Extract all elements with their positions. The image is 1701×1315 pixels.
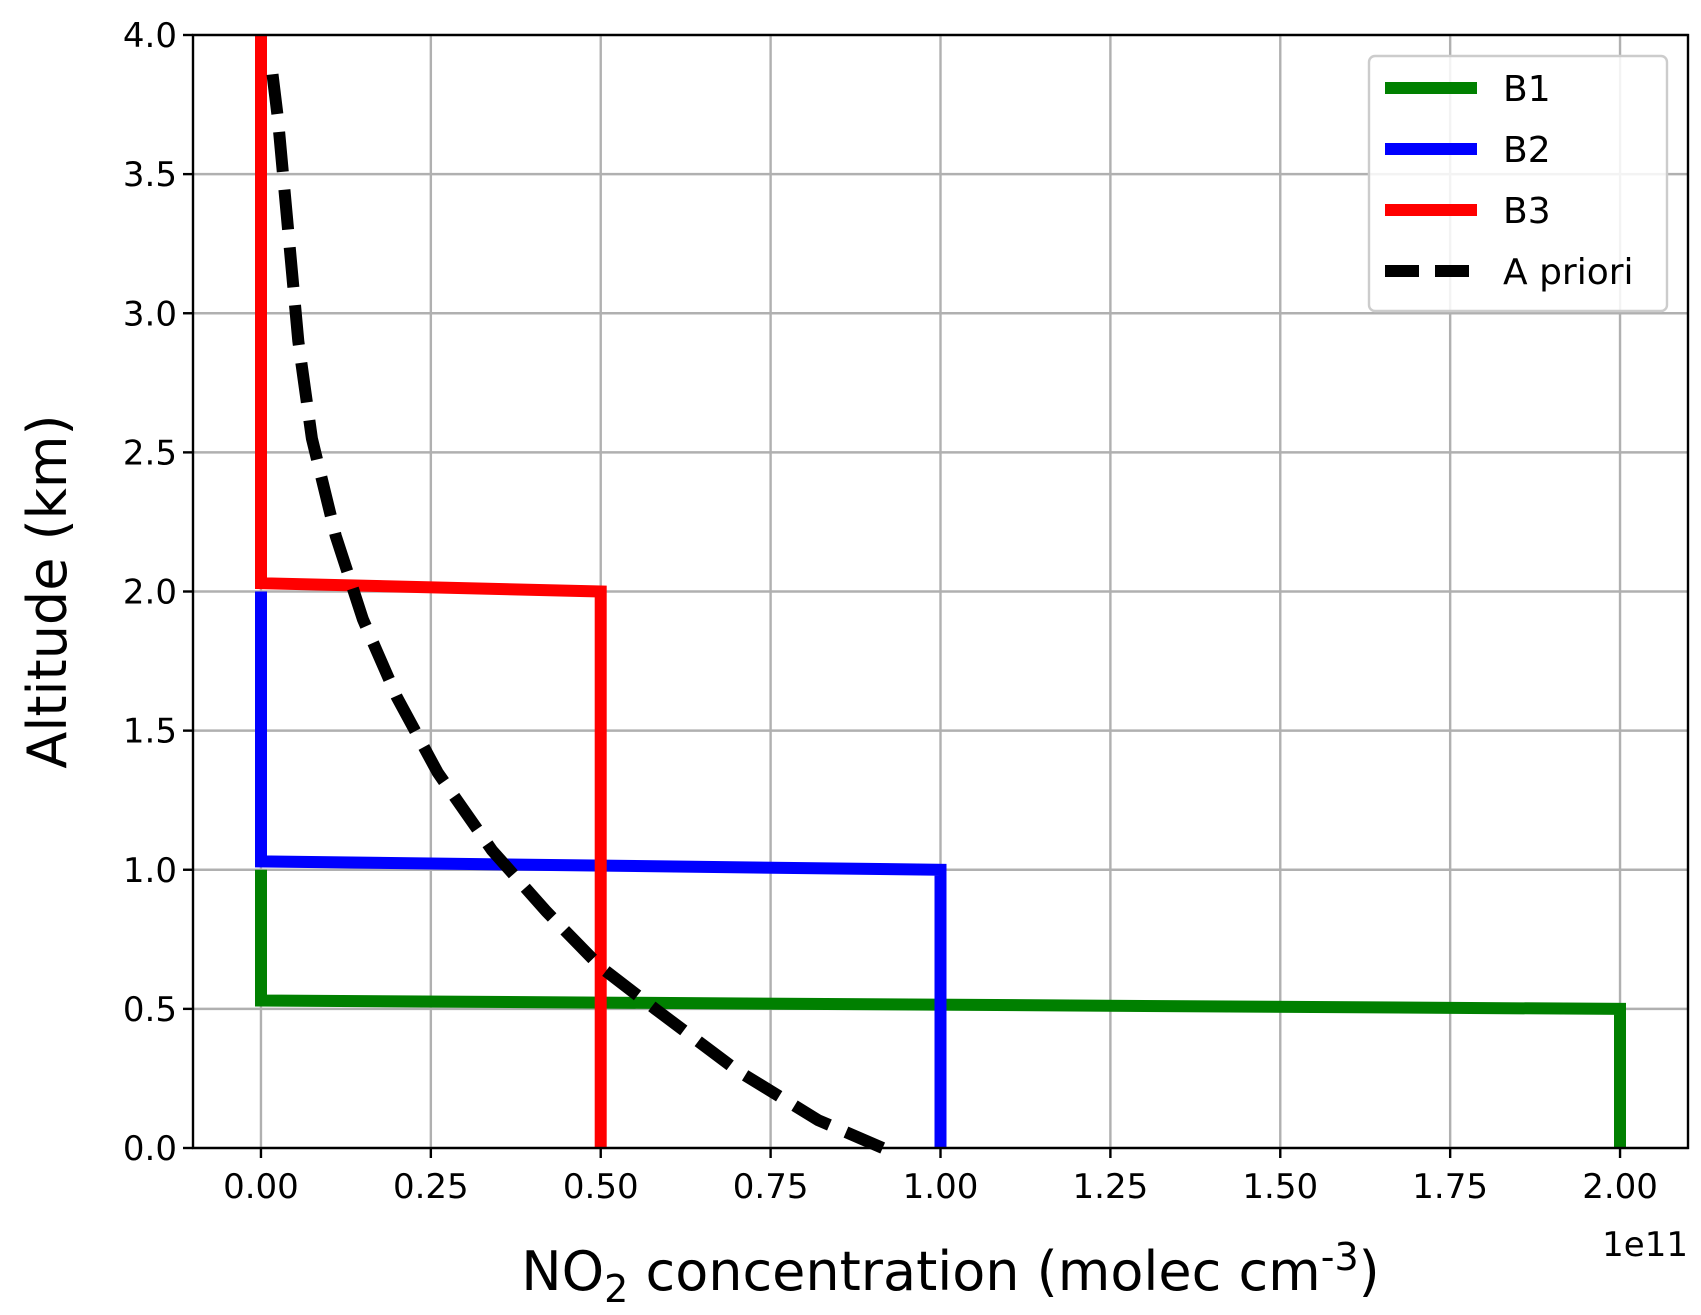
- ticks: 0.00 0.25 0.50 0.75 1.00 1.25 1.50 1.75 2.00 0.0 0…: [123, 16, 1658, 1207]
- x-tick-label: 0.00: [223, 1167, 299, 1207]
- series-line-a-priori: [265, 62, 886, 1154]
- x-offset-label: 1e11: [1602, 1225, 1688, 1265]
- y-tick-label: 3.5: [123, 155, 177, 195]
- x-title-end: ): [1359, 1240, 1380, 1303]
- y-tick-label: 0.5: [123, 990, 177, 1030]
- x-tick-label: 0.75: [733, 1167, 809, 1207]
- legend-label: B1: [1503, 69, 1551, 110]
- series-line-b3: [255, 35, 607, 1148]
- y-axis-title: Altitude (km): [16, 414, 79, 768]
- x-tick-label: 1.50: [1242, 1167, 1318, 1207]
- x-title-main: NO: [521, 1240, 604, 1303]
- y-tick-label: 1.5: [123, 712, 177, 752]
- y-tick-label: 0.0: [123, 1129, 177, 1169]
- x-tick-label: 1.00: [903, 1167, 979, 1207]
- x-tick-label: 0.50: [563, 1167, 639, 1207]
- x-axis-title: NO2 concentration (molec cm-3): [521, 1235, 1379, 1311]
- y-tick-label: 2.5: [123, 433, 177, 473]
- x-tick-label: 2.00: [1582, 1167, 1658, 1207]
- legend: B1 B2 B3 A priori: [1367, 54, 1669, 313]
- x-tick-label: 1.75: [1412, 1167, 1488, 1207]
- y-tick-label: 1.0: [123, 851, 177, 891]
- y-tick-label: 4.0: [123, 16, 177, 56]
- legend-label: B2: [1503, 130, 1551, 171]
- legend-box: [1367, 54, 1669, 313]
- y-tick-label: 2.0: [123, 573, 177, 613]
- x-title-mid: concentration (molec cm: [628, 1240, 1320, 1303]
- x-title-sup: -3: [1321, 1235, 1359, 1279]
- legend-label: B3: [1503, 191, 1551, 232]
- x-title-sub: 2: [604, 1267, 628, 1311]
- x-tick-label: 1.25: [1073, 1167, 1149, 1207]
- x-tick-label: 0.25: [393, 1167, 469, 1207]
- y-tick-label: 3.0: [123, 294, 177, 334]
- legend-label: A priori: [1503, 252, 1634, 293]
- series-layer: [255, 35, 1626, 1154]
